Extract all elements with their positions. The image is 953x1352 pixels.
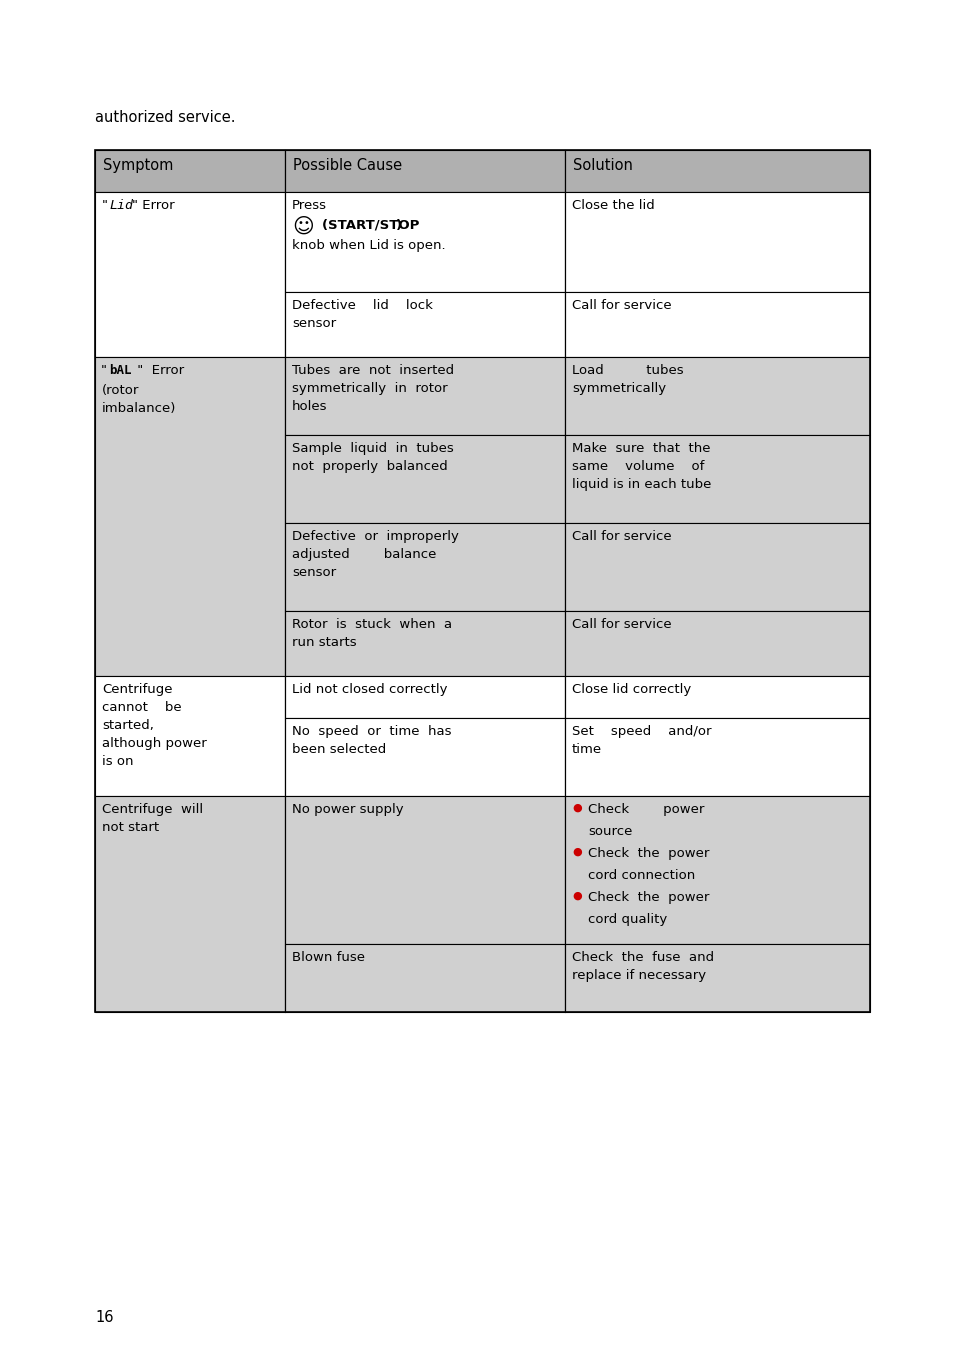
Text: Lid not closed correctly: Lid not closed correctly [292, 683, 447, 696]
Text: Make  sure  that  the: Make sure that the [572, 442, 710, 456]
Bar [564, 435, 869, 523]
Text: Blown fuse: Blown fuse [292, 950, 365, 964]
Text: Press: Press [292, 199, 327, 212]
Text: ●: ● [572, 891, 581, 900]
Bar [95, 192, 285, 357]
Text: Lid: Lid [110, 199, 133, 212]
Bar [564, 676, 869, 718]
Text: Check  the  power: Check the power [587, 891, 709, 904]
Bar [95, 150, 285, 192]
Text: symmetrically  in  rotor: symmetrically in rotor [292, 383, 447, 395]
Bar [564, 718, 869, 796]
Bar [564, 944, 869, 1013]
Text: Check        power: Check power [587, 803, 703, 817]
Bar [95, 357, 285, 676]
Text: started,: started, [102, 719, 153, 731]
Text: Defective  or  improperly: Defective or improperly [292, 530, 458, 544]
Bar [285, 611, 564, 676]
Text: Load          tubes: Load tubes [572, 364, 683, 377]
Bar [564, 611, 869, 676]
Text: (: ( [322, 219, 328, 233]
Text: Defective    lid    lock: Defective lid lock [292, 299, 433, 312]
Text: Symptom: Symptom [103, 158, 173, 173]
Bar [564, 192, 869, 292]
Bar [564, 357, 869, 435]
Text: ●: ● [572, 846, 581, 857]
Text: ": " [102, 199, 112, 212]
Text: is on: is on [102, 754, 133, 768]
Bar [564, 150, 869, 192]
Bar [95, 796, 285, 1013]
Text: not  properly  balanced: not properly balanced [292, 460, 447, 473]
Text: START/STOP: START/STOP [328, 219, 419, 233]
Bar [95, 150, 869, 1013]
Text: Call for service: Call for service [572, 299, 671, 312]
Text: knob when Lid is open.: knob when Lid is open. [292, 239, 445, 251]
Text: Call for service: Call for service [572, 618, 671, 631]
Text: No power supply: No power supply [292, 803, 403, 817]
Text: cord connection: cord connection [587, 869, 695, 882]
Text: Set    speed    and/or: Set speed and/or [572, 725, 711, 738]
Bar [285, 718, 564, 796]
Bar [285, 435, 564, 523]
Bar [285, 676, 564, 718]
Bar [564, 523, 869, 611]
Text: ": " [101, 364, 112, 377]
Text: "  Error: " Error [132, 364, 184, 377]
Bar [285, 150, 564, 192]
Text: Sample  liquid  in  tubes: Sample liquid in tubes [292, 442, 454, 456]
Text: sensor: sensor [292, 566, 335, 579]
Bar [285, 357, 564, 435]
Text: (rotor: (rotor [102, 384, 139, 397]
Text: ): ) [395, 219, 402, 233]
Text: cord quality: cord quality [587, 913, 666, 926]
Text: liquid is in each tube: liquid is in each tube [572, 479, 711, 491]
Text: holes: holes [292, 400, 327, 412]
Text: sensor: sensor [292, 316, 335, 330]
Bar [564, 796, 869, 944]
Text: replace if necessary: replace if necessary [572, 969, 705, 982]
Text: " Error: " Error [132, 199, 174, 212]
Text: Call for service: Call for service [572, 530, 671, 544]
Text: authorized service.: authorized service. [95, 110, 235, 124]
Text: cannot    be: cannot be [102, 700, 181, 714]
Bar [285, 192, 564, 292]
Text: adjusted        balance: adjusted balance [292, 548, 436, 561]
Text: Solution: Solution [573, 158, 632, 173]
Text: No  speed  or  time  has: No speed or time has [292, 725, 451, 738]
Text: ☺: ☺ [292, 218, 314, 237]
Text: been selected: been selected [292, 744, 386, 756]
Text: same    volume    of: same volume of [572, 460, 703, 473]
Text: Close lid correctly: Close lid correctly [572, 683, 691, 696]
Text: Check  the  fuse  and: Check the fuse and [572, 950, 714, 964]
Text: source: source [587, 825, 632, 838]
Text: ●: ● [572, 803, 581, 813]
Text: Tubes  are  not  inserted: Tubes are not inserted [292, 364, 454, 377]
Text: Possible Cause: Possible Cause [293, 158, 402, 173]
Bar [285, 292, 564, 357]
Text: Close the lid: Close the lid [572, 199, 654, 212]
Text: not start: not start [102, 821, 159, 834]
Text: Centrifuge: Centrifuge [102, 683, 172, 696]
Text: run starts: run starts [292, 635, 356, 649]
Text: Centrifuge  will: Centrifuge will [102, 803, 203, 817]
Bar [285, 944, 564, 1013]
Bar [285, 796, 564, 944]
Text: time: time [572, 744, 601, 756]
Text: bAL: bAL [109, 364, 132, 377]
Text: although power: although power [102, 737, 207, 750]
Bar [285, 523, 564, 611]
Text: Check  the  power: Check the power [587, 846, 709, 860]
Text: symmetrically: symmetrically [572, 383, 665, 395]
Bar [564, 292, 869, 357]
Bar [95, 676, 285, 796]
Text: Rotor  is  stuck  when  a: Rotor is stuck when a [292, 618, 452, 631]
Text: 16: 16 [95, 1310, 113, 1325]
Text: imbalance): imbalance) [102, 402, 176, 415]
